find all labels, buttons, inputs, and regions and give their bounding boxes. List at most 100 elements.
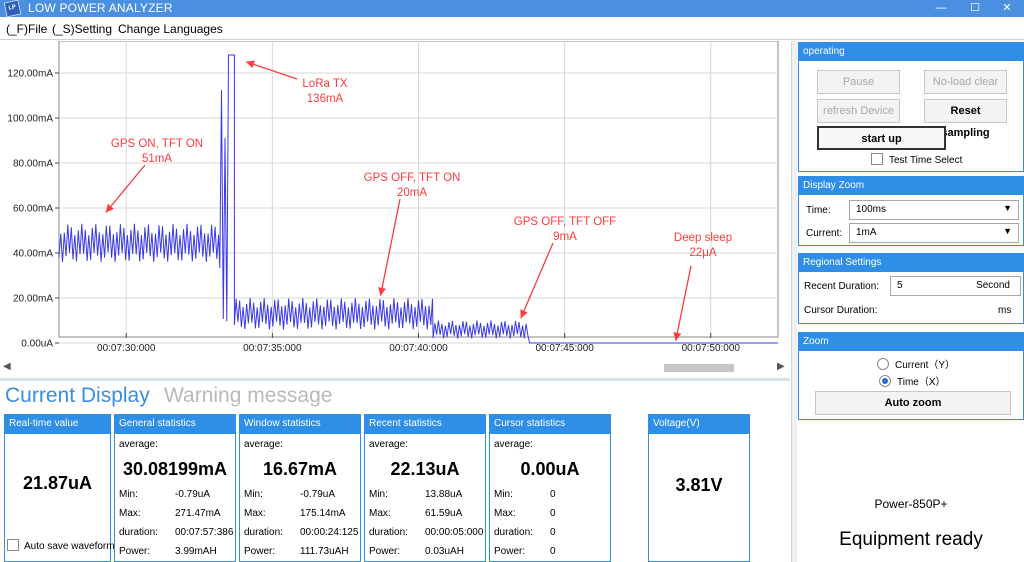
refresh-device-button[interactable]: refresh Device bbox=[817, 99, 900, 123]
y-tick-label: 0.00uA bbox=[21, 339, 53, 350]
min-label: Min: bbox=[119, 489, 138, 500]
annotation-arrow bbox=[245, 61, 298, 80]
current-zoom-value: 1mA bbox=[856, 227, 877, 238]
reset-sampling-button[interactable]: Reset sampling bbox=[924, 99, 1007, 139]
max-label: Max: bbox=[244, 508, 266, 519]
annotation-label: LoRa TX bbox=[302, 78, 348, 90]
max-label: Max: bbox=[494, 508, 516, 519]
regional-settings-group: Regional Settings Recent Duration: 5 Sec… bbox=[798, 253, 1024, 324]
chart-divider[interactable] bbox=[0, 378, 790, 381]
pause-button[interactable]: Pause bbox=[817, 70, 900, 94]
cursor-duration-value: 0 bbox=[550, 527, 556, 538]
radio-icon[interactable] bbox=[879, 375, 891, 387]
auto-save-waveform-checkbox[interactable]: Auto save waveform bbox=[7, 539, 115, 552]
general-average-value: 30.08199mA bbox=[122, 459, 228, 479]
window-statistics-panel: Window statistics average: 16.67mA Min: -… bbox=[239, 414, 361, 562]
x-tick-label: 00:07:35:000 bbox=[243, 343, 302, 354]
scroll-right-arrow-icon[interactable]: ▶ bbox=[777, 361, 785, 372]
close-button[interactable]: ✕ bbox=[1002, 2, 1012, 14]
app-logo-icon: LP bbox=[3, 0, 22, 18]
window-max-value: 175.14mA bbox=[300, 508, 346, 519]
general-min-value: -0.79uA bbox=[175, 489, 211, 500]
regional-settings-title: Regional Settings bbox=[799, 254, 1023, 272]
annotation: LoRa TX 136mA bbox=[245, 60, 348, 105]
y-tick-label: 20.00mA bbox=[13, 294, 53, 305]
y-tick-label: 100.00mA bbox=[7, 114, 53, 125]
checkbox-icon[interactable] bbox=[7, 539, 19, 551]
recent-power-value: 0.03uAH bbox=[425, 546, 464, 557]
checkbox-icon[interactable] bbox=[871, 153, 883, 165]
duration-label: duration: bbox=[119, 527, 158, 538]
annotation-arrowhead bbox=[673, 332, 682, 341]
window-power-value: 111.73uAH bbox=[300, 546, 349, 557]
minimize-button[interactable]: — bbox=[935, 2, 947, 14]
auto-zoom-button[interactable]: Auto zoom bbox=[815, 391, 1011, 415]
general-max-value: 271.47mA bbox=[175, 508, 221, 519]
radio-icon[interactable] bbox=[877, 358, 889, 370]
cursor-average-value: 0.00uA bbox=[520, 459, 580, 479]
voltage-value: 3.81V bbox=[675, 475, 723, 495]
zoom-current-label: Current（Y） bbox=[895, 360, 956, 371]
test-time-select-checkbox[interactable]: Test Time Select bbox=[871, 153, 962, 166]
tab-warning-message[interactable]: Warning message bbox=[164, 384, 333, 407]
y-tick-label: 80.00mA bbox=[13, 159, 53, 170]
cursor-max-value: 0 bbox=[550, 508, 556, 519]
scroll-left-arrow-icon[interactable]: ◀ bbox=[3, 361, 11, 372]
zoom-title: Zoom bbox=[799, 333, 1023, 351]
chart-horizontal-scrollbar[interactable]: ◀ ▶ bbox=[0, 359, 790, 377]
current-zoom-select[interactable]: 1mA ▼ bbox=[849, 223, 1019, 243]
current-waveform-line bbox=[58, 54, 778, 344]
cursor-power-value: 0 bbox=[550, 546, 556, 557]
operating-group: operating Pause No-load clear refresh De… bbox=[798, 42, 1024, 172]
time-zoom-label: Time: bbox=[806, 205, 831, 216]
zoom-group: Zoom Current（Y） Time（X） Auto zoom bbox=[798, 332, 1024, 420]
no-load-clear-button[interactable]: No-load clear bbox=[924, 70, 1007, 94]
average-label: average: bbox=[494, 439, 533, 450]
power-label: Power: bbox=[119, 546, 151, 557]
panel-title: General statistics bbox=[115, 415, 235, 434]
time-zoom-select[interactable]: 100ms ▼ bbox=[849, 200, 1019, 220]
annotation-arrow bbox=[520, 242, 554, 319]
panel-title: Recent statistics bbox=[365, 415, 485, 434]
right-panel-splitter[interactable] bbox=[791, 41, 797, 562]
cursor-duration-label: Cursor Duration: bbox=[804, 305, 878, 316]
waveform-svg[interactable]: 0.00uA 20.00mA 40.00mA 60.00mA 80.00mA 100.00… bbox=[0, 41, 790, 359]
average-label: average: bbox=[369, 439, 408, 450]
cursor-statistics-panel: Cursor statistics average: 0.00uA Min: 0 … bbox=[489, 414, 611, 562]
general-duration-value: 00:07:57:386 bbox=[175, 527, 234, 538]
y-tick-label: 120.00mA bbox=[7, 69, 53, 80]
annotation-arrow bbox=[379, 198, 401, 296]
power-label: Power: bbox=[494, 546, 526, 557]
x-tick-label: 00:07:45:000 bbox=[535, 343, 594, 354]
general-power-value: 3.99mAH bbox=[175, 546, 217, 557]
zoom-time-radio[interactable]: Time（X） bbox=[879, 373, 946, 388]
recent-duration-unit: Second bbox=[976, 280, 1010, 291]
annotation: GPS OFF, TFT ON 20mA bbox=[364, 172, 460, 296]
operating-title: operating bbox=[799, 43, 1023, 61]
duration-label: duration: bbox=[494, 527, 533, 538]
menu-change-languages[interactable]: Change Languages bbox=[118, 22, 223, 36]
panel-title: Real-time value bbox=[5, 415, 110, 434]
recent-duration-value: 5 bbox=[897, 280, 903, 291]
average-label: average: bbox=[244, 439, 283, 450]
title-bar: LP LOW POWER ANALYZER — ☐ ✕ bbox=[0, 0, 1024, 18]
zoom-current-radio[interactable]: Current（Y） bbox=[877, 356, 955, 371]
cursor-duration-unit: ms bbox=[998, 305, 1012, 316]
menu-setting[interactable]: (_S)Setting bbox=[52, 22, 113, 36]
maximize-button[interactable]: ☐ bbox=[970, 2, 980, 14]
scrollbar-thumb[interactable] bbox=[664, 364, 734, 372]
current-waveform-chart[interactable]: 0.00uA 20.00mA 40.00mA 60.00mA 80.00mA 100.00… bbox=[0, 41, 790, 359]
y-tick-label: 60.00mA bbox=[13, 204, 53, 215]
menu-bar: (_F)File (_S)Setting Change Languages bbox=[0, 18, 1024, 40]
window-duration-value: 00:00:24:125 bbox=[300, 527, 359, 538]
menu-file[interactable]: (_F)File bbox=[6, 22, 48, 36]
recent-duration-input[interactable]: 5 Second bbox=[890, 276, 1021, 296]
min-label: Min: bbox=[494, 489, 513, 500]
chevron-down-icon: ▼ bbox=[1003, 203, 1012, 213]
recent-max-value: 61.59uA bbox=[425, 508, 463, 519]
recent-statistics-panel: Recent statistics average: 22.13uA Min: 1… bbox=[364, 414, 486, 562]
max-label: Max: bbox=[369, 508, 391, 519]
annotation-label: 22μA bbox=[689, 247, 716, 259]
tab-current-display[interactable]: Current Display bbox=[5, 384, 150, 407]
start-up-button[interactable]: start up bbox=[817, 126, 946, 150]
